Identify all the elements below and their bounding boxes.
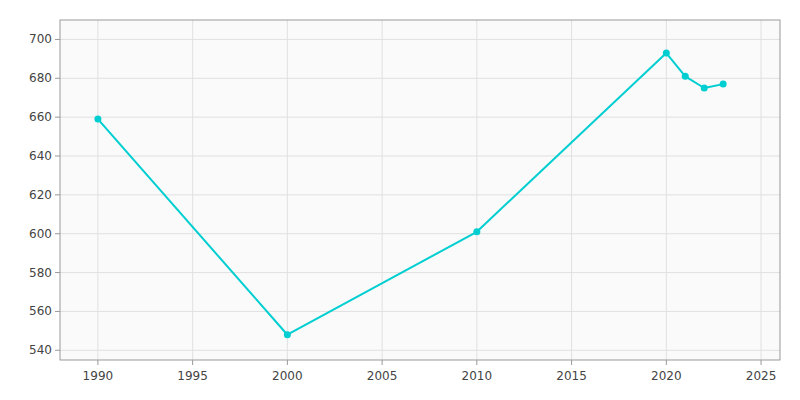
x-tick <box>761 360 762 365</box>
y-tick <box>55 39 60 40</box>
y-grid-line <box>60 311 780 312</box>
y-tick-label: 580 <box>29 266 52 280</box>
x-grid-line <box>571 20 572 360</box>
axes: 1990 1995 2000 2005 2010 2015 2020 2025 540 560 58… <box>29 32 776 383</box>
x-tick-label: 2015 <box>556 369 587 383</box>
x-tick <box>192 360 193 365</box>
y-grid-line <box>60 350 780 351</box>
chart: 1990 1995 2000 2005 2010 2015 2020 2025 540 560 58… <box>0 0 800 400</box>
y-grid-line <box>60 39 780 40</box>
y-tick-label: 680 <box>29 71 52 85</box>
point <box>663 50 670 57</box>
point <box>473 228 480 235</box>
y-tick-label: 660 <box>29 110 52 124</box>
point <box>682 73 689 80</box>
y-tick <box>55 117 60 118</box>
x-tick <box>666 360 667 365</box>
x-grid-line <box>287 20 288 360</box>
x-tick-label: 2000 <box>272 369 303 383</box>
chart-container: 1990 1995 2000 2005 2010 2015 2020 2025 540 560 58… <box>0 0 800 400</box>
y-tick-label: 560 <box>29 304 52 318</box>
x-grid-line <box>666 20 667 360</box>
x-tick-label: 2005 <box>367 369 398 383</box>
plot-area <box>60 20 780 360</box>
point <box>94 116 101 123</box>
x-tick-label: 1990 <box>83 369 114 383</box>
line <box>98 53 723 335</box>
x-grid-line <box>476 20 477 360</box>
x-tick-label: 2025 <box>746 369 777 383</box>
y-grid-line <box>60 272 780 273</box>
x-grid-line <box>761 20 762 360</box>
point <box>284 331 291 338</box>
x-tick-label: 2010 <box>462 369 493 383</box>
x-tick <box>287 360 288 365</box>
x-tick <box>97 360 98 365</box>
x-grid-line <box>382 20 383 360</box>
y-tick <box>55 78 60 79</box>
y-grid-line <box>60 233 780 234</box>
x-tick <box>571 360 572 365</box>
y-tick-label: 540 <box>29 343 52 357</box>
y-tick <box>55 272 60 273</box>
y-tick <box>55 156 60 157</box>
x-tick <box>476 360 477 365</box>
y-tick-label: 700 <box>29 32 52 46</box>
grid <box>60 20 780 360</box>
y-tick <box>55 311 60 312</box>
y-grid-line <box>60 78 780 79</box>
y-grid-line <box>60 156 780 157</box>
x-grid-line <box>97 20 98 360</box>
y-tick <box>55 194 60 195</box>
plot-frame <box>60 20 780 360</box>
y-tick-label: 620 <box>29 188 52 202</box>
y-grid-line <box>60 194 780 195</box>
series <box>94 50 726 339</box>
y-tick-label: 640 <box>29 149 52 163</box>
y-tick <box>55 350 60 351</box>
x-tick-label: 2020 <box>651 369 682 383</box>
point <box>720 81 727 88</box>
y-tick <box>55 233 60 234</box>
y-grid-line <box>60 117 780 118</box>
x-grid-line <box>192 20 193 360</box>
point <box>701 85 708 92</box>
x-tick-label: 1995 <box>177 369 208 383</box>
x-tick <box>382 360 383 365</box>
y-tick-label: 600 <box>29 227 52 241</box>
